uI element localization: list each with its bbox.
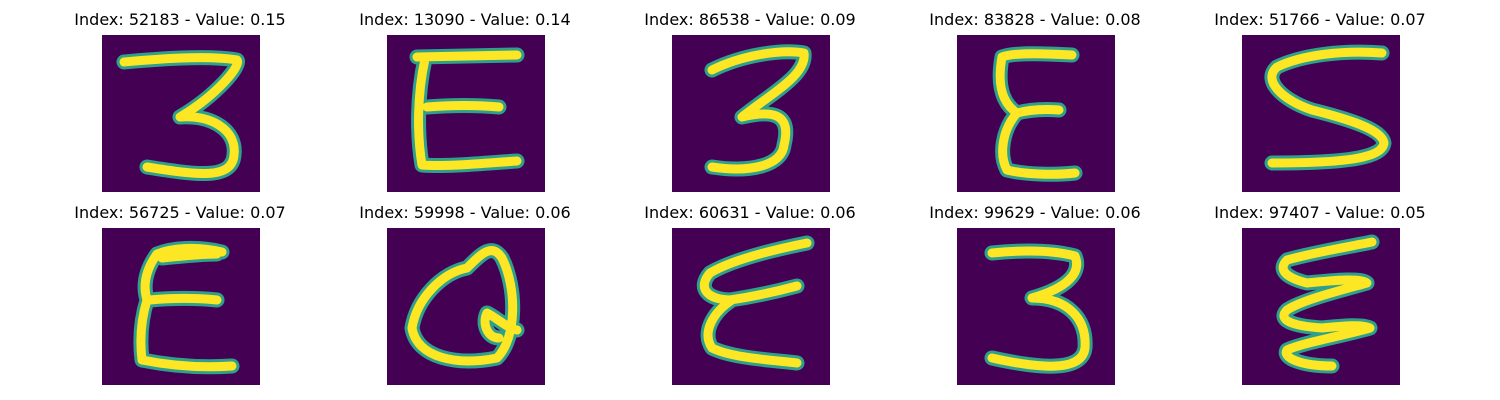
panel-title: Index: 52183 - Value: 0.15 xyxy=(74,10,286,29)
letter-e-icon xyxy=(672,228,830,385)
panel-title: Index: 13090 - Value: 0.14 xyxy=(359,10,571,29)
panel-title: Index: 51766 - Value: 0.07 xyxy=(1214,10,1426,29)
grid-panel: Index: 59998 - Value: 0.06 xyxy=(285,193,585,385)
panel-title: Index: 83828 - Value: 0.08 xyxy=(929,10,1141,29)
letter-e-icon xyxy=(387,35,545,192)
panel-title: Index: 56725 - Value: 0.07 xyxy=(74,203,286,222)
digit-3-icon xyxy=(957,228,1115,385)
panel-title: Index: 99629 - Value: 0.06 xyxy=(929,203,1141,222)
letter-q-icon xyxy=(387,228,545,385)
grid-panel: Index: 51766 - Value: 0.07 xyxy=(1140,0,1440,192)
grid-panel: Index: 56725 - Value: 0.07 xyxy=(0,193,300,385)
panel-title: Index: 86538 - Value: 0.09 xyxy=(644,10,856,29)
grid-panel: Index: 52183 - Value: 0.15 xyxy=(0,0,300,192)
letter-e-icon xyxy=(957,35,1115,192)
digit-3-icon xyxy=(672,35,830,192)
panel-title: Index: 97407 - Value: 0.05 xyxy=(1214,203,1426,222)
digit-3-icon xyxy=(102,35,260,192)
letter-e-icon xyxy=(1242,228,1400,385)
digit-5-icon xyxy=(1242,35,1400,192)
grid-panel: Index: 97407 - Value: 0.05 xyxy=(1140,193,1440,385)
grid-panel: Index: 86538 - Value: 0.09 xyxy=(570,0,870,192)
grid-panel: Index: 83828 - Value: 0.08 xyxy=(855,0,1155,192)
panel-title: Index: 60631 - Value: 0.06 xyxy=(644,203,856,222)
letter-e-icon xyxy=(102,228,260,385)
grid-panel: Index: 13090 - Value: 0.14 xyxy=(285,0,585,192)
grid-panel: Index: 99629 - Value: 0.06 xyxy=(855,193,1155,385)
panel-title: Index: 59998 - Value: 0.06 xyxy=(359,203,571,222)
grid-panel: Index: 60631 - Value: 0.06 xyxy=(570,193,870,385)
